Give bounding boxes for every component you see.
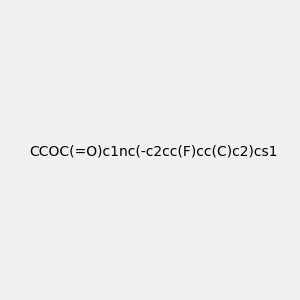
Text: CCOC(=O)c1nc(-c2cc(F)cc(C)c2)cs1: CCOC(=O)c1nc(-c2cc(F)cc(C)c2)cs1 — [29, 145, 278, 158]
